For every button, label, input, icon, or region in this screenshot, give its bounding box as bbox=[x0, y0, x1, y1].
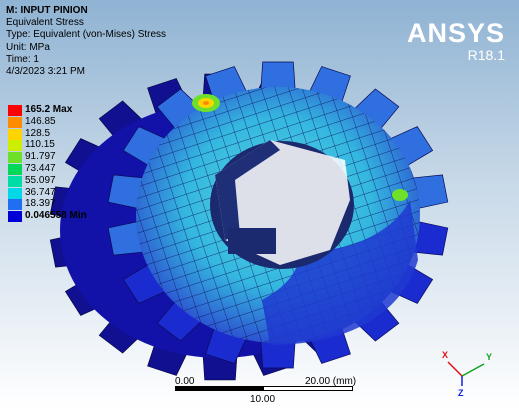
result-name: Equivalent Stress bbox=[6, 17, 84, 29]
result-info: M: INPUT PINION Equivalent Stress Type: … bbox=[6, 5, 166, 78]
ansys-version: R18.1 bbox=[467, 47, 505, 63]
legend-swatch bbox=[8, 163, 22, 175]
legend-swatch bbox=[8, 140, 22, 152]
stress-secondary bbox=[392, 189, 408, 201]
ansys-brand: ANSYS R18.1 bbox=[406, 18, 505, 64]
result-time: Time: 1 bbox=[6, 53, 39, 65]
triad-x-label: X bbox=[442, 350, 448, 360]
legend-swatch bbox=[8, 175, 22, 187]
legend-label: 55.097 bbox=[25, 174, 56, 186]
legend-swatch bbox=[8, 187, 22, 199]
low-stress-region bbox=[262, 200, 418, 345]
legend-label: 165.2 Max bbox=[25, 104, 73, 115]
scale-end-label: 20.00 (mm) bbox=[305, 376, 357, 387]
scale-bar-black bbox=[175, 386, 263, 391]
scale-start-label: 0.00 bbox=[175, 376, 195, 387]
legend-swatch bbox=[8, 199, 22, 211]
scale-bar: 0.00 20.00 (mm) 10.00 bbox=[175, 376, 357, 406]
legend-label: 18.397 bbox=[25, 198, 56, 210]
result-type: Type: Equivalent (von-Mises) Stress bbox=[6, 29, 167, 41]
triad-z-label: Z bbox=[458, 388, 464, 398]
legend-label: 0.046558 Min bbox=[25, 210, 87, 222]
triad-y-label: Y bbox=[486, 352, 492, 362]
model-title: M: INPUT PINION bbox=[6, 5, 88, 16]
ansys-logo: ANSYS bbox=[406, 18, 505, 48]
legend-swatch bbox=[8, 105, 22, 116]
bore-inner-shadow bbox=[215, 140, 280, 240]
legend-label: 36.747 bbox=[25, 186, 56, 198]
legend-swatch bbox=[8, 128, 22, 140]
legend-swatch bbox=[8, 211, 22, 223]
result-date: 4/3/2023 3:21 PM bbox=[6, 66, 85, 78]
legend-label: 128.5 bbox=[25, 127, 51, 139]
scale-bar-white bbox=[263, 386, 353, 391]
scale-mid-label: 10.00 bbox=[250, 394, 276, 405]
axis-triad[interactable]: X Y Z bbox=[440, 338, 510, 398]
keyway bbox=[228, 228, 276, 254]
legend-label: 91.797 bbox=[25, 151, 56, 163]
legend-label: 73.447 bbox=[25, 162, 56, 174]
legend-swatch bbox=[8, 116, 22, 128]
legend-label: 110.15 bbox=[25, 139, 55, 151]
legend-label: 146.85 bbox=[25, 115, 56, 127]
legend-swatch bbox=[8, 152, 22, 164]
result-unit: Unit: MPa bbox=[6, 41, 50, 53]
stress-hotspot bbox=[192, 94, 220, 112]
